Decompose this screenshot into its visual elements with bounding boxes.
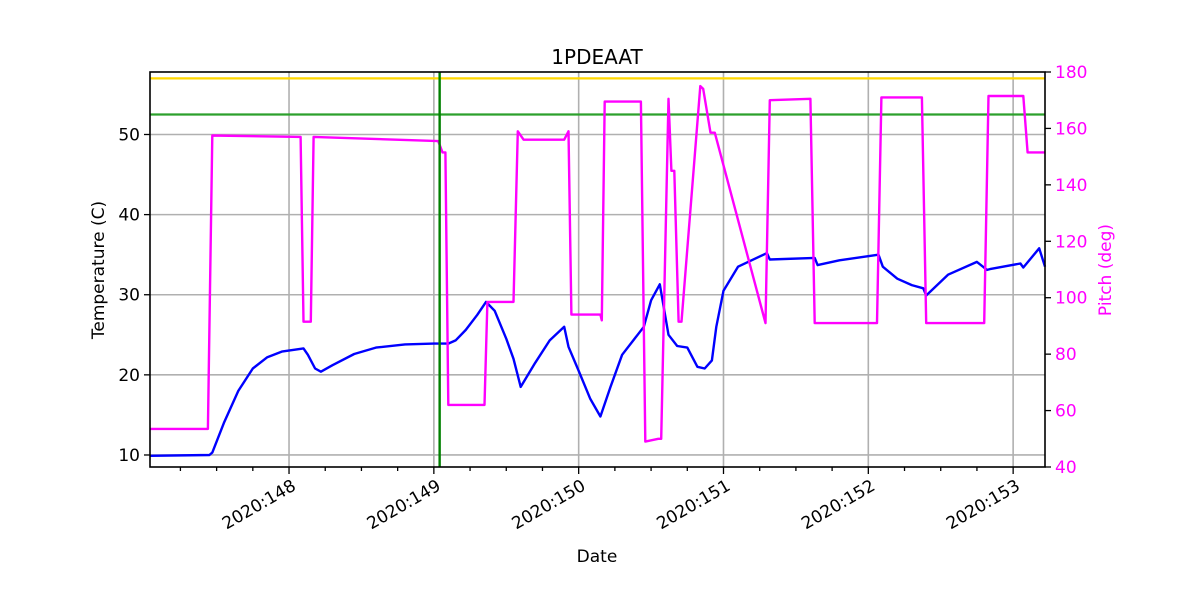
data-series xyxy=(149,84,1047,457)
pitch-line xyxy=(150,84,1045,443)
y2-tick-label: 140 xyxy=(1055,176,1087,196)
y2-tick-label: 100 xyxy=(1055,289,1087,309)
y2-tick-label: 80 xyxy=(1055,345,1077,365)
chart-title: 1PDEAAT xyxy=(551,45,643,69)
y2-tick-label: 60 xyxy=(1055,402,1077,422)
grid-lines xyxy=(150,72,1045,467)
y-axis-label: Temperature (C) xyxy=(89,201,109,340)
y-tick-label: 30 xyxy=(118,286,140,306)
y2-axis-label: Pitch (deg) xyxy=(1096,224,1116,316)
y-tick-label: 50 xyxy=(118,125,140,145)
y2-tick-label: 180 xyxy=(1055,63,1087,83)
y-tick-label: 10 xyxy=(118,446,140,466)
y2-tick-label: 160 xyxy=(1055,119,1087,139)
limit-lines xyxy=(150,77,1045,116)
plot-frame xyxy=(149,71,1046,468)
y2-tick-label: 120 xyxy=(1055,232,1087,252)
y-tick-label: 20 xyxy=(118,366,140,386)
temperature-line xyxy=(149,247,1047,457)
x-axis-label: Date xyxy=(577,547,618,567)
y-axis-temperature: 10 20 30 40 50 xyxy=(118,125,150,466)
y-tick-label: 40 xyxy=(118,206,140,226)
y-axis-pitch: 40 60 80 100 120 140 160 180 xyxy=(1045,63,1087,478)
y2-tick-label: 40 xyxy=(1055,458,1077,478)
